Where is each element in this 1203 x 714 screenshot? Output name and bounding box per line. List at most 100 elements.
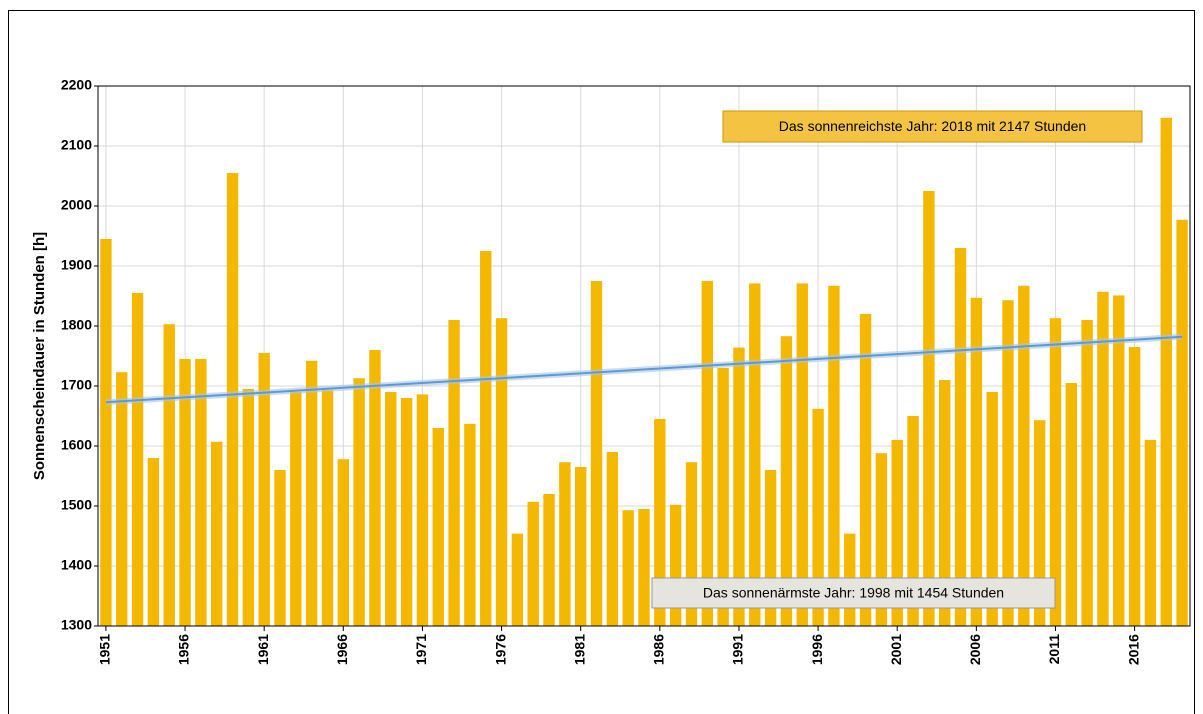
bar [147,458,160,626]
bar [543,494,555,626]
y-tick-label: 2200 [61,77,92,93]
bar [1113,295,1125,626]
annotation-text: Das sonnenreichste Jahr: 2018 mit 2147 S… [779,118,1086,134]
bar [559,462,571,626]
bar [717,368,729,626]
y-tick-label: 1500 [61,497,92,513]
bar [875,453,888,626]
bar [1049,318,1062,626]
bar [416,394,429,626]
bar [495,318,508,626]
bar [305,360,318,626]
bar [1033,420,1046,626]
bar [100,239,112,626]
bar [1097,291,1109,626]
y-axis-label: Sonnenscheindauer in Stunden [h] [31,232,48,480]
bar [986,392,998,626]
y-tick-label: 1900 [61,257,92,273]
bar [480,251,492,626]
bar [1081,320,1093,626]
x-tick-label: 2001 [888,634,904,665]
bar [131,293,144,626]
bar [812,408,824,626]
bar [337,459,350,626]
bar [923,191,935,626]
x-tick-label: 2016 [1125,634,1141,665]
bar [353,378,365,626]
trend-line [105,335,1183,404]
bar [116,372,128,626]
bar [511,533,524,626]
bar [195,359,207,626]
y-tick-label: 1600 [61,437,92,453]
bar [701,281,714,626]
bar [258,353,270,626]
bar [669,504,682,626]
bar [321,390,334,626]
bar [179,359,191,626]
plot-border [97,85,1191,627]
y-tick-label: 2000 [61,197,92,213]
x-tick-label: 1981 [571,634,587,665]
bar [1144,440,1157,626]
bar [891,440,903,626]
bar [400,398,413,626]
bar [859,314,872,626]
y-tick-label: 2100 [61,137,92,153]
bar [970,297,983,626]
annotation-box [722,110,1143,143]
bar [1128,347,1141,626]
bar [749,283,761,626]
bar [1160,117,1172,627]
x-tick-label: 2006 [967,634,983,665]
y-tick-label: 1300 [61,617,92,633]
bar [290,392,302,626]
bar [274,470,286,626]
bar [654,419,666,626]
bar [796,283,808,626]
bar [210,441,223,626]
bar [163,324,175,626]
bar [733,347,745,626]
bar [369,350,381,626]
bar [226,173,239,626]
bar [622,510,634,626]
bar [385,392,397,626]
x-tick-label: 1986 [651,634,667,665]
bar [685,462,698,626]
bar [907,416,919,626]
bar [938,380,951,626]
annotation-text: Das sonnenärmste Jahr: 1998 mit 1454 Stu… [703,585,1004,601]
bar [464,423,476,626]
bar [1018,285,1030,626]
bar [432,428,444,626]
bar [780,336,793,626]
y-tick-label: 1400 [61,557,92,573]
bar [574,467,587,626]
x-tick-label: 1976 [492,634,508,665]
bar [1065,383,1078,626]
x-tick-label: 1951 [97,634,113,665]
bar [954,248,967,626]
y-tick-label: 1800 [61,317,92,333]
bar [764,470,777,626]
bar [527,501,539,626]
bar [590,281,603,626]
y-tick-label: 1700 [61,377,92,393]
bar [638,509,650,626]
x-tick-label: 1956 [176,634,192,665]
x-tick-label: 1971 [413,634,429,665]
bar [242,389,255,626]
annotation-box [651,577,1056,609]
x-tick-label: 2011 [1046,634,1062,665]
x-tick-label: 1991 [730,634,746,665]
bar [1002,300,1014,626]
x-tick-label: 1966 [334,634,350,665]
bar [828,285,840,626]
x-tick-label: 1996 [809,634,825,665]
bar [448,320,460,626]
bar [1176,219,1188,627]
bar [606,452,619,626]
